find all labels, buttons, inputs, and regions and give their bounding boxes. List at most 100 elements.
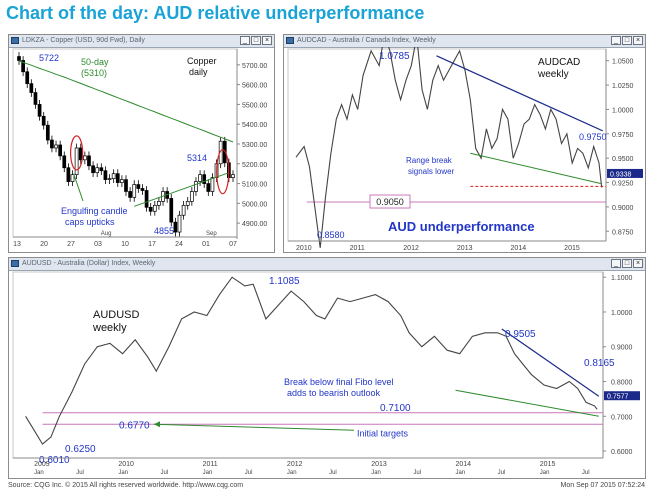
audcad-plot: 0.8750 0.9000 0.9250 0.9500 0.9750 1.0000 1.02… (287, 47, 643, 252)
audusd-chart-window[interactable]: AUDUSD - Australia (Dollar) Index, Weekl… (8, 257, 646, 479)
maximize-button[interactable]: □ (251, 36, 261, 45)
support-arrow-line (470, 152, 601, 184)
range-label-1: Range break (406, 156, 453, 165)
close-button[interactable]: × (633, 36, 643, 45)
copper-chart-window[interactable]: LDKZA - Copper (USD, 90d Fwd), Daily _ □… (8, 34, 275, 253)
y-tick-label: 5000.00 (242, 201, 267, 208)
x-tick-label: 2010 (118, 461, 134, 468)
x-month-label: Jul (498, 470, 506, 476)
candle-body (157, 201, 161, 206)
y-tick-label: 5600.00 (242, 83, 267, 90)
last-price-label: 0.9338 (610, 171, 632, 178)
candle-body (66, 167, 71, 182)
plot-frame (12, 48, 238, 238)
candle-body (198, 174, 202, 182)
chart-title: AUDCAD (538, 57, 580, 68)
candle-body (181, 204, 186, 216)
x-tick-label: 2014 (456, 461, 472, 468)
low-label: 0.8580 (317, 230, 345, 240)
break-label-2: adds to bearish outlook (287, 388, 381, 398)
candle-body (144, 190, 149, 208)
y-tick-label: 0.8000 (611, 380, 633, 387)
y-tick-label: 1.0000 (611, 310, 633, 317)
maximize-button[interactable]: □ (622, 259, 632, 268)
chart-subtitle: daily (189, 67, 208, 77)
source-footer: Source: CQG Inc. © 2015 All rights reser… (8, 482, 244, 489)
x-tick-label: 10 (121, 241, 129, 248)
y-tick-label: 0.8750 (612, 229, 634, 236)
x-tick-label: 2009 (34, 461, 50, 468)
chart-window-icon (11, 37, 19, 44)
recent-high-label: 5314 (187, 153, 207, 163)
audcad-title-bar[interactable]: AUDCAD - Australia / Canada Index, Weekl… (284, 35, 645, 48)
last-price-badge (607, 168, 643, 178)
y-tick-label: 5100.00 (242, 182, 267, 189)
y-tick-label: 1.0000 (612, 107, 634, 114)
x-tick-label: 20 (40, 241, 48, 248)
chart-window-icon (11, 260, 19, 267)
candle-body (62, 155, 67, 169)
audcad-chart-window[interactable]: AUDCAD - Australia / Canada Index, Weekl… (283, 34, 646, 253)
fibo-label: 0.9050 (376, 197, 404, 207)
chart-window-icon (286, 37, 294, 44)
candle-body (99, 167, 104, 172)
candle-body (70, 174, 75, 182)
close-button[interactable]: × (633, 259, 643, 268)
x-tick-label: 2012 (287, 461, 303, 468)
x-month-label: Jan (118, 470, 128, 476)
timestamp-footer: Mon Sep 07 2015 07:52:24 (560, 482, 645, 489)
candle-body (140, 188, 145, 191)
candle-body (194, 181, 198, 192)
candle-body (17, 56, 21, 61)
candle-body (25, 71, 30, 84)
minimize-button[interactable]: _ (611, 259, 621, 268)
candle-body (37, 104, 42, 117)
peak-label: 0.9505 (505, 329, 536, 340)
high-label: 1.0785 (379, 51, 410, 62)
chart-title: AUDUSD (93, 309, 140, 321)
downtrend-line (501, 328, 600, 397)
candle-body (124, 179, 128, 192)
last-price-label: 0.7577 (607, 394, 629, 401)
x-month-label: Jul (161, 470, 169, 476)
x-tick-label: 27 (67, 241, 75, 248)
y-tick-label: 5400.00 (242, 122, 267, 129)
candle-body (50, 139, 54, 149)
x-tick-label: 2011 (350, 245, 365, 252)
audusd-title-bar[interactable]: AUDUSD - Australia (Dollar) Index, Weekl… (9, 258, 645, 271)
x-tick-label: 07 (229, 241, 237, 248)
y-tick-label: 1.1000 (611, 275, 633, 282)
annotation-line-2: caps upticks (65, 217, 115, 227)
low-label: 4855 (154, 226, 174, 236)
x-month-label: Jul (76, 470, 84, 476)
minimize-button[interactable]: _ (611, 36, 621, 45)
candle-body (173, 221, 178, 233)
x-month-label: Sep (206, 231, 217, 237)
close-button[interactable]: × (262, 36, 272, 45)
x-month-label: Jan (540, 470, 550, 476)
candle-body (169, 198, 174, 223)
x-month-label: Jan (456, 470, 466, 476)
candle-body (136, 184, 141, 189)
audcad-window-title: AUDCAD - Australia / Canada Index, Weekl… (297, 37, 436, 44)
annotation-arrow (455, 389, 599, 417)
chart-subtitle: weekly (537, 69, 569, 80)
page-title: Chart of the day: AUD relative underperf… (6, 3, 425, 23)
candle-body (132, 184, 137, 198)
y-tick-label: 1.0500 (612, 59, 634, 66)
y-tick-label: 1.0250 (612, 83, 634, 90)
high-label: 1.1085 (269, 276, 300, 287)
plot-frame (12, 271, 604, 459)
copper-title-bar[interactable]: LDKZA - Copper (USD, 90d Fwd), Daily _ □… (9, 35, 274, 48)
candle-body (128, 191, 132, 198)
candle-body (202, 174, 207, 184)
headline-annotation: AUD underperformance (388, 219, 535, 234)
low1-label: 0.6010 (39, 455, 70, 466)
candle-body (45, 124, 50, 141)
minimize-button[interactable]: _ (240, 36, 250, 45)
y-tick-label: 5200.00 (242, 162, 267, 169)
x-tick-label: 2014 (511, 245, 527, 252)
plot-frame (287, 48, 607, 242)
candle-body (120, 179, 124, 183)
maximize-button[interactable]: □ (622, 36, 632, 45)
